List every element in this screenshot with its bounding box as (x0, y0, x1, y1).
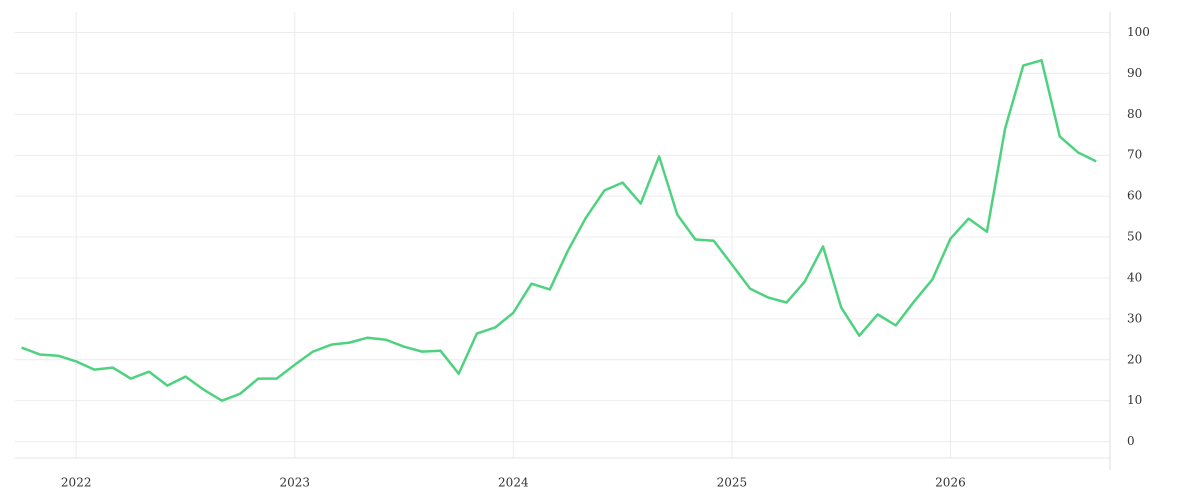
y-tick-label: 40 (1127, 270, 1142, 284)
x-tick-label: 2022 (61, 476, 92, 490)
y-tick-label: 30 (1127, 311, 1142, 325)
y-tick-label: 50 (1127, 230, 1142, 244)
y-tick-label: 0 (1127, 434, 1135, 448)
y-tick-label: 60 (1127, 189, 1142, 203)
y-tick-label: 100 (1127, 25, 1150, 39)
x-tick-label: 2024 (498, 476, 529, 490)
x-tick-label: 2026 (935, 476, 966, 490)
y-tick-label: 10 (1127, 393, 1142, 407)
y-tick-label: 80 (1127, 107, 1142, 121)
y-tick-label: 90 (1127, 66, 1142, 80)
y-tick-label: 20 (1127, 352, 1142, 366)
data-line (21, 59, 1097, 402)
x-tick-label: 2023 (279, 476, 310, 490)
y-tick-label: 70 (1127, 148, 1142, 162)
x-tick-label: 2025 (717, 476, 748, 490)
